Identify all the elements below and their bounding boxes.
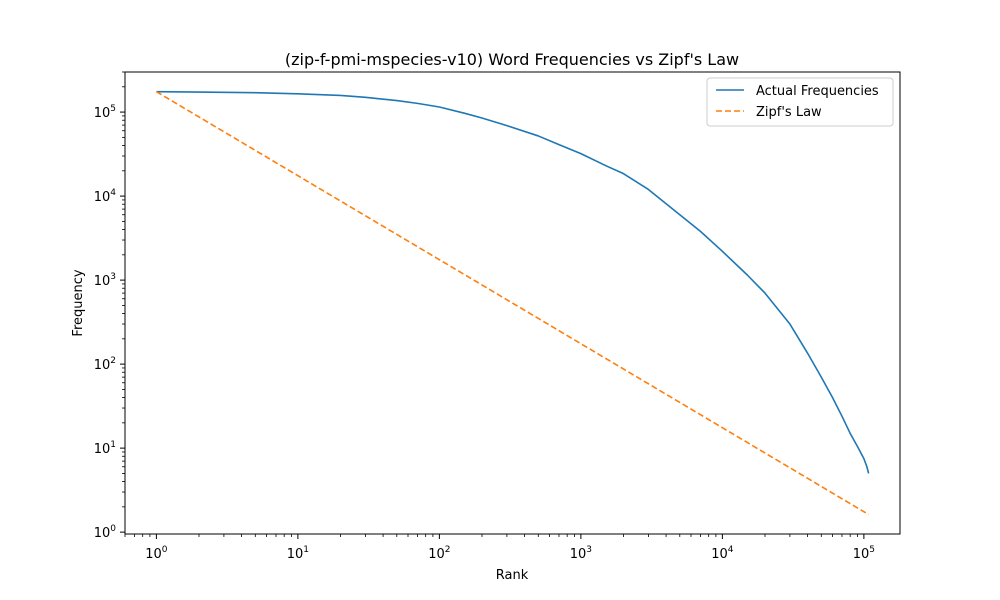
x-tick-label: 105 <box>853 545 875 562</box>
legend-box <box>706 77 894 127</box>
x-axis: 100 101 102 103 104 105 <box>124 534 875 562</box>
plot-lines <box>155 90 870 516</box>
plot-frame <box>124 71 901 535</box>
x-axis-label: Rank <box>496 568 529 583</box>
legend: Actual Frequencies Zipf's Law <box>706 77 894 127</box>
y-axis-label: Frequency <box>71 269 86 336</box>
y-tick-label: 104 <box>94 188 117 205</box>
series-line-zipfs-law <box>155 90 870 516</box>
y-tick-label: 100 <box>94 524 117 541</box>
x-tick-label: 102 <box>428 545 450 562</box>
y-tick-label: 105 <box>94 104 116 121</box>
y-tick-label: 103 <box>94 272 116 289</box>
legend-label: Actual Frequencies <box>756 84 879 99</box>
legend-label: Zipf's Law <box>756 105 822 120</box>
series-line-actual-frequencies <box>156 90 870 474</box>
chart-title: (zip-f-pmi-mspecies-v10) Word Frequencie… <box>285 50 739 69</box>
x-tick-label: 101 <box>287 545 309 562</box>
x-tick-label: 104 <box>711 545 734 562</box>
y-axis: 100 101 102 103 104 105 <box>94 71 125 541</box>
y-tick-label: 102 <box>94 356 116 373</box>
y-tick-label: 101 <box>94 440 116 457</box>
x-tick-label: 100 <box>145 545 168 562</box>
x-tick-label: 103 <box>570 545 592 562</box>
